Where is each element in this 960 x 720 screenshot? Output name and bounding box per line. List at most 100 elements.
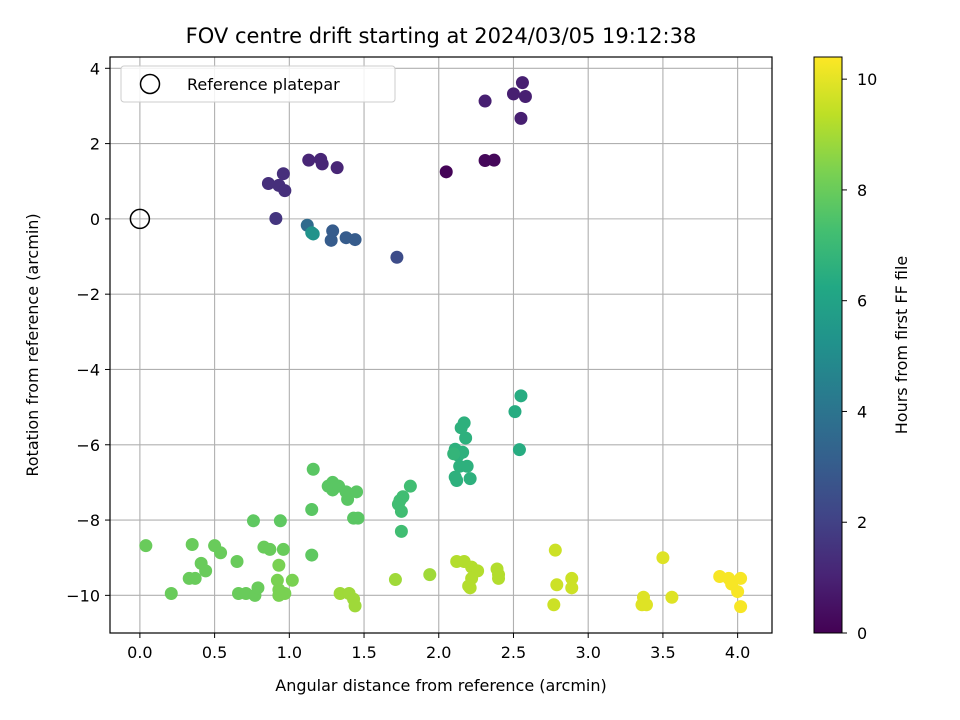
legend: Reference platepar <box>120 65 396 103</box>
y-tick-label: −6 <box>76 436 100 455</box>
data-point <box>315 157 329 171</box>
grid-lines <box>110 57 772 633</box>
data-point <box>439 165 453 179</box>
x-tick-label: 3.0 <box>575 643 600 662</box>
data-point <box>639 598 653 612</box>
colorbar-title: Hours from first FF file <box>892 256 911 435</box>
data-point <box>512 443 526 457</box>
data-point <box>330 161 344 175</box>
data-point <box>394 524 408 538</box>
data-point <box>394 504 408 518</box>
x-tick-label: 0.0 <box>127 643 152 662</box>
data-point <box>459 431 473 445</box>
colorbar-gradient <box>813 56 843 634</box>
data-point <box>230 554 244 568</box>
y-tick-label: −8 <box>76 511 100 530</box>
y-tick-label: 0 <box>90 210 100 229</box>
y-tick-label: −10 <box>66 586 100 605</box>
x-tick-label: 4.0 <box>725 643 750 662</box>
data-point <box>390 250 404 264</box>
data-point <box>565 571 579 585</box>
y-tick-label: −2 <box>76 285 100 304</box>
y-axis-title: Rotation from reference (arcmin) <box>23 213 42 476</box>
x-tick-label: 2.5 <box>501 643 526 662</box>
data-point <box>278 184 292 198</box>
y-tick-label: −4 <box>76 360 100 379</box>
data-point <box>423 568 437 582</box>
colorbar-tick-label: 0 <box>857 624 867 643</box>
data-point <box>276 167 290 181</box>
data-point <box>214 546 228 560</box>
data-point <box>403 479 417 493</box>
data-point <box>731 585 745 599</box>
data-point <box>351 511 365 525</box>
data-point <box>263 542 277 556</box>
data-point <box>547 598 561 612</box>
x-tick-label: 1.0 <box>277 643 302 662</box>
colorbar: 0 2 4 6 8 10 Hours from first FF file <box>813 56 911 643</box>
data-point <box>550 578 564 592</box>
data-point <box>139 539 153 553</box>
data-point <box>306 462 320 476</box>
data-point <box>492 571 506 585</box>
data-point <box>272 588 286 602</box>
data-point <box>463 472 477 486</box>
data-point <box>305 503 319 517</box>
data-point <box>515 76 529 90</box>
data-point <box>348 599 362 613</box>
data-point <box>478 94 492 108</box>
data-point <box>447 447 461 461</box>
data-point <box>272 558 286 572</box>
x-tick-label: 3.5 <box>650 643 675 662</box>
colorbar-tick-label: 2 <box>857 513 867 532</box>
data-point <box>276 542 290 556</box>
data-point <box>261 176 275 190</box>
plot-frame <box>109 56 773 634</box>
legend-box <box>120 65 396 103</box>
data-point <box>246 514 260 528</box>
data-point <box>460 459 474 473</box>
data-point <box>665 590 679 604</box>
data-point <box>350 485 364 499</box>
data-points <box>139 76 748 614</box>
reference-marker <box>129 208 151 230</box>
data-point <box>273 514 287 528</box>
data-point <box>306 227 320 241</box>
data-point <box>251 581 265 595</box>
data-point <box>656 551 670 565</box>
data-point <box>199 564 213 578</box>
x-tick-label: 1.5 <box>351 643 376 662</box>
data-point <box>450 474 464 488</box>
y-tick-label: 4 <box>90 59 100 78</box>
data-point <box>514 389 528 403</box>
chart-title: FOV centre drift starting at 2024/03/05 … <box>186 24 697 48</box>
x-axis-ticks: 0.0 0.5 1.0 1.5 2.0 2.5 3.0 3.5 4.0 <box>127 633 750 662</box>
data-point <box>341 492 355 506</box>
colorbar-tick-label: 4 <box>857 402 867 421</box>
data-point <box>487 153 501 167</box>
data-point <box>348 233 362 247</box>
data-point <box>454 421 468 435</box>
data-point <box>506 87 520 101</box>
data-point <box>508 405 522 419</box>
data-point <box>565 581 579 595</box>
data-point <box>388 573 402 587</box>
data-point <box>188 571 202 585</box>
colorbar-tick-label: 10 <box>857 70 877 89</box>
y-tick-label: 2 <box>90 135 100 154</box>
data-point <box>548 543 562 557</box>
colorbar-tick-label: 8 <box>857 181 867 200</box>
x-tick-label: 2.0 <box>426 643 451 662</box>
data-point <box>734 571 748 585</box>
data-point <box>462 579 476 593</box>
data-point <box>285 573 299 587</box>
colorbar-tick-label: 6 <box>857 292 867 311</box>
data-point <box>164 586 178 600</box>
data-point <box>518 90 532 104</box>
legend-label: Reference platepar <box>187 75 340 94</box>
data-point <box>305 548 319 562</box>
data-point <box>185 538 199 552</box>
data-point <box>514 111 528 125</box>
data-point <box>734 600 748 614</box>
